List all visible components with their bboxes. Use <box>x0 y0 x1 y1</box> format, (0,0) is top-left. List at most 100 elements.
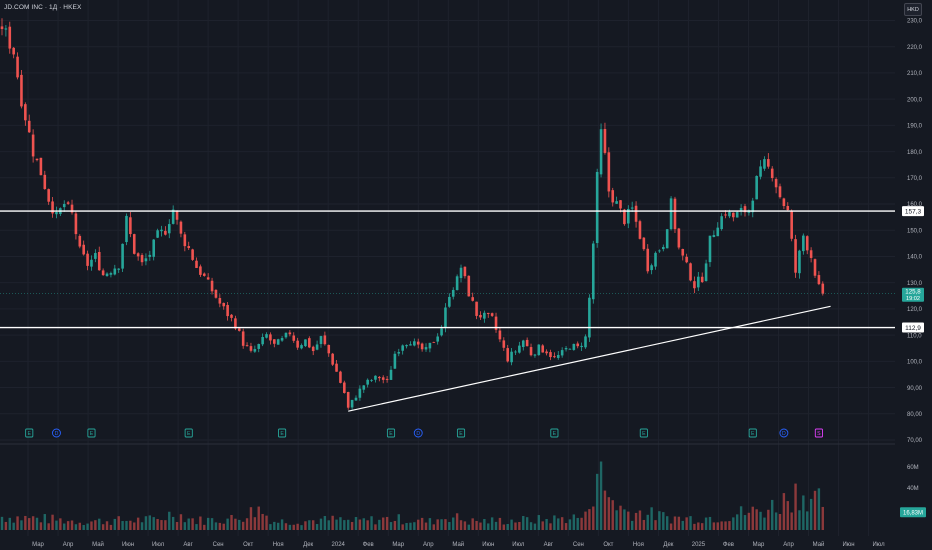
candle[interactable] <box>202 273 206 276</box>
candle[interactable] <box>109 273 113 275</box>
dividend-marker[interactable] <box>52 428 61 438</box>
candle[interactable] <box>813 259 817 276</box>
candle[interactable] <box>595 171 599 243</box>
candle[interactable] <box>66 202 70 204</box>
candle[interactable] <box>471 297 474 301</box>
candle[interactable] <box>24 104 27 121</box>
candle[interactable] <box>331 353 334 365</box>
candle[interactable] <box>152 239 156 257</box>
candle[interactable] <box>463 266 467 277</box>
candle[interactable] <box>716 227 720 237</box>
candle[interactable] <box>665 229 669 249</box>
candle[interactable] <box>623 209 626 225</box>
candle[interactable] <box>475 301 478 316</box>
candle[interactable] <box>459 267 463 279</box>
candle[interactable] <box>420 343 424 350</box>
candle[interactable] <box>751 200 755 213</box>
candle[interactable] <box>199 266 202 275</box>
earnings-marker[interactable] <box>386 428 396 438</box>
earnings-marker[interactable] <box>456 428 466 438</box>
time-axis[interactable]: Мар Апр Май Июн Июл Авг Сен Окт Ноя Дек 2024 Фев Мар… <box>32 541 885 548</box>
candle[interactable] <box>389 369 393 380</box>
candle[interactable] <box>288 332 292 335</box>
candle[interactable] <box>144 258 148 262</box>
candle[interactable] <box>685 256 688 263</box>
candle[interactable] <box>105 273 109 276</box>
candle[interactable] <box>494 316 498 330</box>
candle[interactable] <box>401 345 404 351</box>
candle[interactable] <box>556 354 560 358</box>
candle[interactable] <box>253 349 257 352</box>
candle[interactable] <box>451 289 455 297</box>
candle[interactable] <box>619 200 622 209</box>
candle[interactable] <box>615 201 618 204</box>
candle[interactable] <box>12 47 15 55</box>
candle[interactable] <box>20 74 23 107</box>
candle[interactable] <box>405 345 408 347</box>
candle[interactable] <box>436 336 439 342</box>
candle[interactable] <box>564 348 568 350</box>
candle[interactable] <box>358 388 362 398</box>
candle[interactable] <box>514 351 517 353</box>
candle[interactable] <box>82 244 85 255</box>
candle[interactable] <box>74 213 78 235</box>
candle[interactable] <box>78 235 82 247</box>
candle[interactable] <box>646 248 650 272</box>
candle[interactable] <box>537 344 541 356</box>
candle[interactable] <box>638 221 642 239</box>
candle[interactable] <box>416 341 420 345</box>
candle[interactable] <box>677 228 681 248</box>
candle[interactable] <box>440 328 443 336</box>
candle[interactable] <box>117 268 120 270</box>
candle[interactable] <box>70 204 74 213</box>
candle[interactable] <box>214 289 218 298</box>
earnings-marker[interactable] <box>550 428 559 438</box>
candle[interactable] <box>0 26 4 30</box>
candle[interactable] <box>525 339 529 347</box>
candle[interactable] <box>339 371 342 383</box>
candle[interactable] <box>171 209 175 224</box>
candle[interactable] <box>533 354 537 356</box>
candle[interactable] <box>265 334 268 338</box>
candle[interactable] <box>43 174 47 190</box>
candle[interactable] <box>397 352 401 354</box>
candle[interactable] <box>724 214 727 216</box>
candle[interactable] <box>611 190 615 203</box>
candle[interactable] <box>323 335 327 345</box>
candle[interactable] <box>743 206 747 213</box>
candle[interactable] <box>4 28 8 30</box>
candle[interactable] <box>249 346 253 351</box>
candle[interactable] <box>257 344 261 349</box>
candle[interactable] <box>113 268 117 275</box>
candle[interactable] <box>164 230 167 235</box>
candle[interactable] <box>308 338 311 348</box>
candle[interactable] <box>90 259 93 267</box>
candle[interactable] <box>448 296 451 307</box>
candle[interactable] <box>455 276 459 291</box>
candle[interactable] <box>626 208 630 224</box>
candle[interactable] <box>591 243 595 300</box>
candle[interactable] <box>798 250 801 274</box>
candle[interactable] <box>362 385 366 390</box>
candle[interactable] <box>568 348 572 350</box>
earnings-marker[interactable] <box>278 428 287 438</box>
candle[interactable] <box>226 304 229 317</box>
candle[interactable] <box>529 347 533 356</box>
candle[interactable] <box>697 276 700 288</box>
candle[interactable] <box>51 201 54 214</box>
candle[interactable] <box>432 342 436 343</box>
candle[interactable] <box>572 343 576 350</box>
candle[interactable] <box>261 336 264 345</box>
candle[interactable] <box>802 235 805 252</box>
candle[interactable] <box>700 276 704 283</box>
candle[interactable] <box>580 345 583 348</box>
candle[interactable] <box>140 255 144 263</box>
candle[interactable] <box>654 252 657 267</box>
price-axis[interactable]: 230,0 220,0 210,0 200,0 190,0 180,0 170,0 160,0… <box>0 19 924 445</box>
candle[interactable] <box>607 152 611 192</box>
candle[interactable] <box>94 253 97 259</box>
candle[interactable] <box>55 212 58 215</box>
candle[interactable] <box>354 397 358 401</box>
